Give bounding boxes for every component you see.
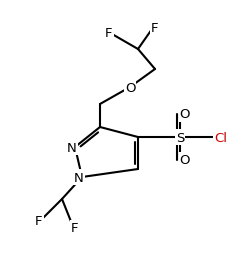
Text: F: F: [35, 215, 43, 228]
Text: O: O: [125, 81, 135, 94]
Text: Cl: Cl: [214, 131, 227, 144]
Text: F: F: [151, 21, 159, 34]
Text: S: S: [176, 131, 184, 144]
Text: N: N: [67, 141, 77, 154]
Text: F: F: [71, 222, 79, 235]
Text: F: F: [105, 26, 113, 39]
Text: O: O: [180, 108, 190, 121]
Text: N: N: [74, 171, 84, 184]
Text: O: O: [180, 154, 190, 167]
